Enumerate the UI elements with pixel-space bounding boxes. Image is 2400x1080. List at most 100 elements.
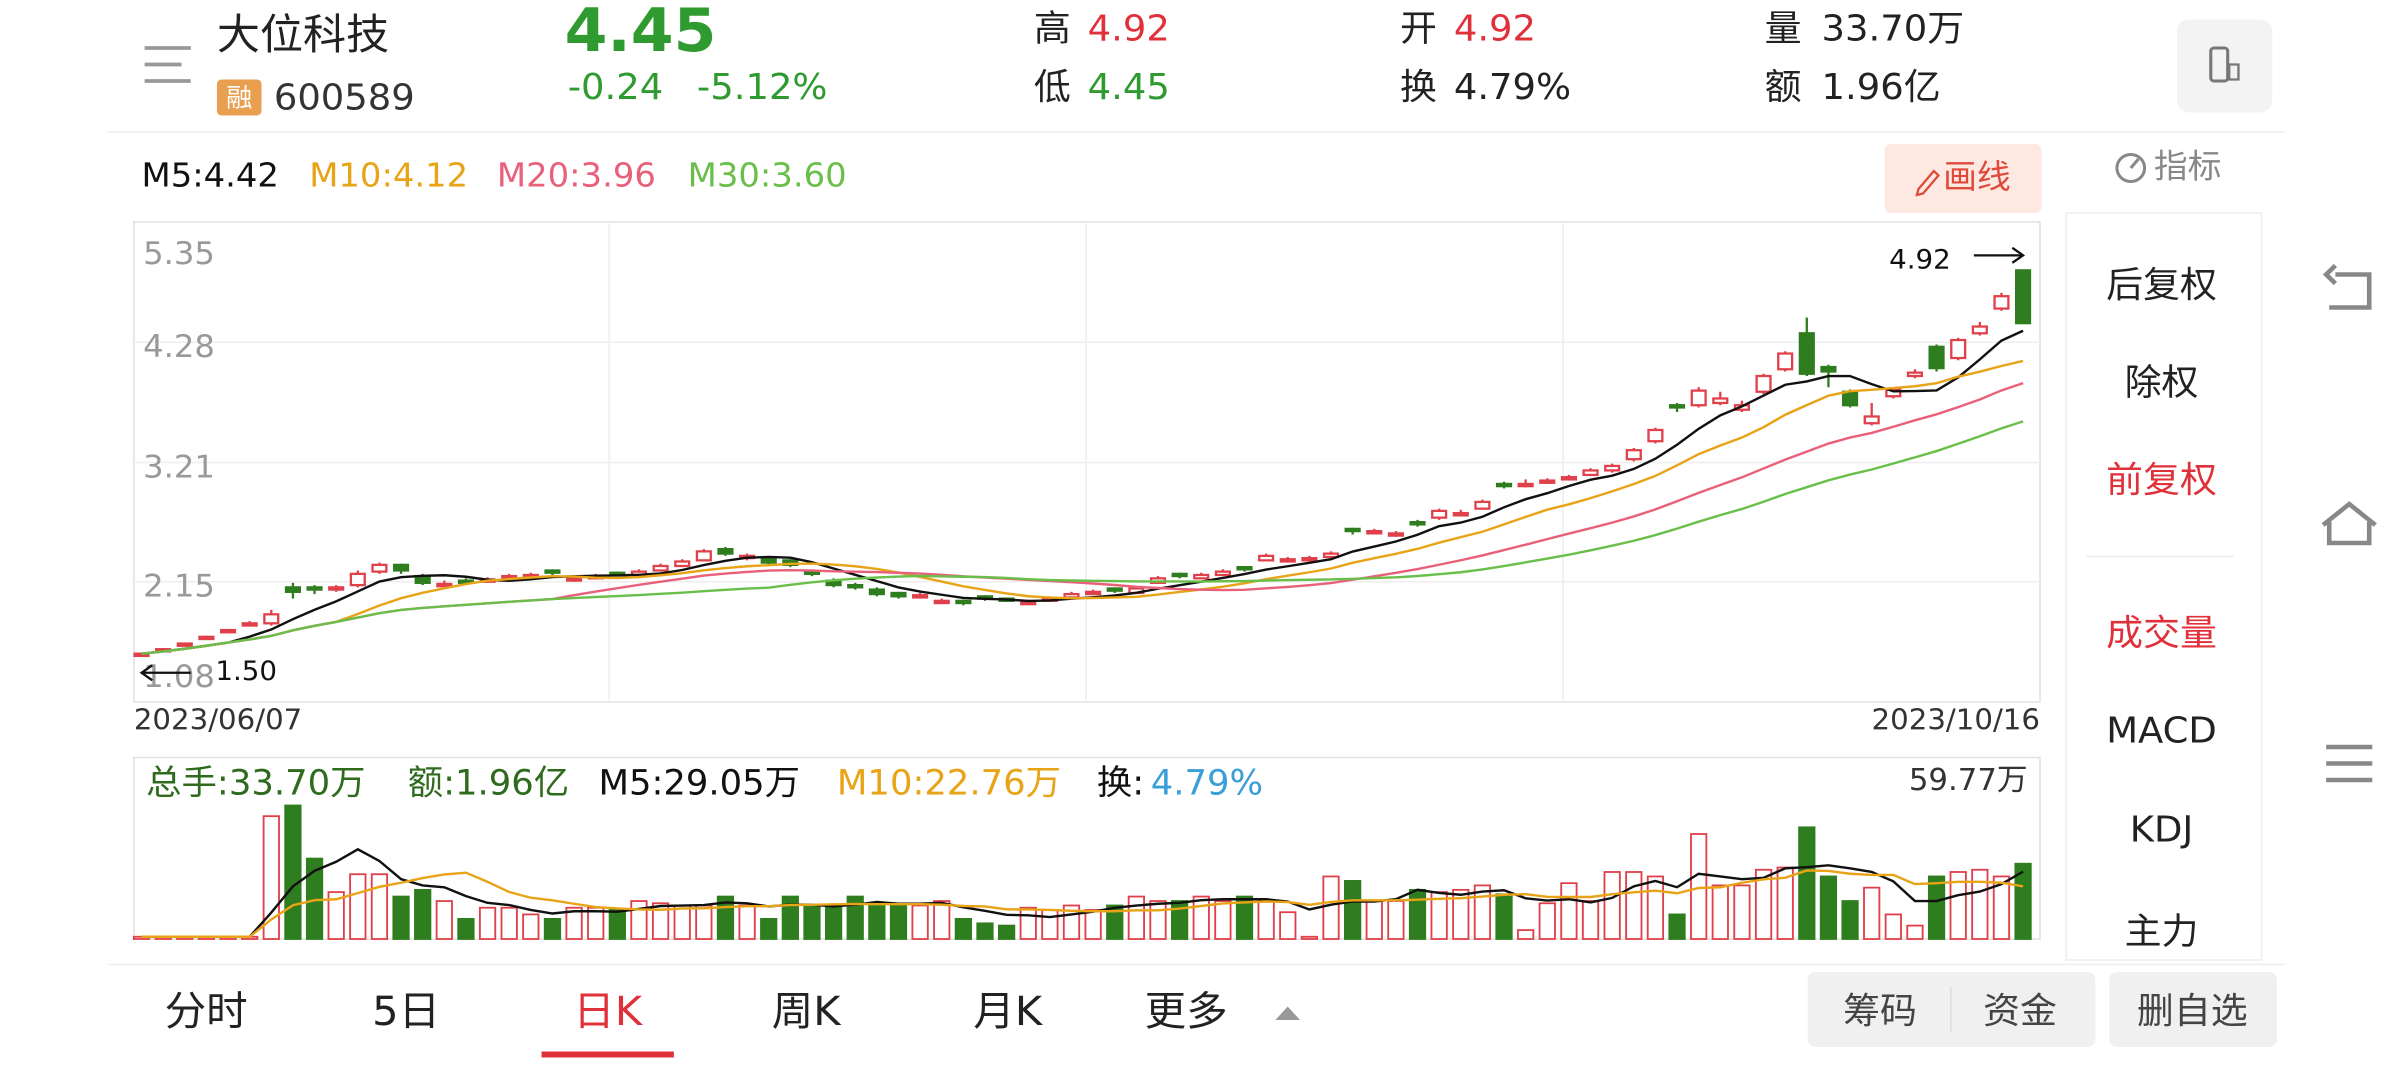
tab-active[interactable]: 日K — [573, 987, 643, 1034]
volume-bar — [1214, 900, 1232, 940]
candle-body — [392, 563, 410, 572]
volume-bar — [1019, 906, 1037, 940]
volume-bar — [608, 909, 626, 940]
volume-bar — [1322, 875, 1340, 940]
y-tick-label: 5.35 — [143, 234, 215, 272]
label: 开 — [1400, 7, 1437, 49]
badge-bg — [216, 79, 262, 116]
volume-bar — [846, 895, 864, 940]
candle-body — [933, 599, 950, 605]
tab[interactable]: 更多 — [1145, 987, 1228, 1034]
menu-item[interactable]: 主力 — [2125, 910, 2199, 952]
volume-bar — [2014, 862, 2032, 940]
volume-bar — [1992, 875, 2011, 940]
volume-bar — [1127, 895, 1145, 940]
volume-legend: M5:29.05万 — [598, 764, 800, 803]
menu-item[interactable]: MACD — [2106, 709, 2217, 751]
menu-item[interactable]: KDJ — [2130, 808, 2194, 850]
candle-body — [371, 563, 388, 573]
ma-legend: M5:4.42 — [142, 156, 279, 195]
button[interactable]: 筹码 — [1843, 989, 1917, 1031]
candle-body — [1993, 295, 2010, 310]
volume-bar — [1473, 884, 1492, 940]
volume-bar — [1257, 900, 1275, 940]
y-tick-label: 3.21 — [143, 448, 215, 486]
nav-icons[interactable] — [2321, 263, 2377, 783]
volume-bar — [1365, 900, 1383, 940]
button[interactable]: 删自选 — [2137, 989, 2248, 1031]
candle-body — [1452, 512, 1469, 517]
candle-body — [328, 586, 345, 591]
menu-item[interactable]: 前复权 — [2106, 458, 2217, 500]
volume-bar — [1863, 886, 1881, 940]
candle-body — [436, 582, 453, 588]
volume-bar — [349, 873, 367, 940]
volume-bar — [1819, 875, 1838, 940]
volume-bar — [1041, 909, 1059, 940]
volume-bar — [695, 904, 713, 940]
candle-body — [306, 586, 323, 591]
candle-body — [890, 591, 907, 598]
candle-body — [457, 579, 475, 584]
tab[interactable]: 5日 — [372, 987, 440, 1034]
candle-body — [1322, 552, 1340, 559]
candle-body — [955, 599, 972, 605]
volume-bar — [781, 895, 799, 940]
volume-bar — [284, 804, 302, 940]
candle-body — [1085, 590, 1102, 596]
volume-bar — [565, 906, 583, 940]
volume-bar — [1603, 871, 1621, 940]
indicator-button[interactable]: 指标 — [2115, 147, 2222, 186]
volume-bar — [1581, 900, 1600, 940]
volume-bar — [1949, 871, 1967, 940]
turnover-label: 换: — [1097, 764, 1144, 803]
turnover: 4.79% — [1151, 764, 1263, 803]
menu-icon[interactable] — [144, 46, 191, 83]
candle-body — [1690, 389, 1707, 407]
volume-bar — [933, 900, 951, 940]
volume-bar — [1884, 913, 1902, 940]
candle-body — [2015, 269, 2032, 325]
value: 4.79% — [1454, 65, 1571, 107]
candle-body — [1301, 556, 1318, 562]
candle-body — [1885, 388, 1902, 398]
volume-bar — [803, 904, 821, 940]
ma-line — [141, 359, 2024, 655]
side-menu: 后复权 除权 前复权 成交量 MACD KDJ 主力 — [2086, 263, 2234, 952]
rotate-button[interactable] — [2176, 19, 2273, 113]
volume-bar — [1711, 884, 1729, 940]
label: 额 — [1765, 65, 1802, 107]
candle-body — [198, 635, 215, 641]
candle-body — [1582, 469, 1599, 477]
volume-bar — [1841, 900, 1859, 940]
candle-body — [760, 556, 777, 564]
x-start: 2023/06/07 — [134, 703, 302, 737]
menu-item[interactable]: 后复权 — [2106, 263, 2217, 305]
volume-bar — [543, 917, 562, 940]
candle-body — [717, 547, 734, 555]
value: 1.96亿 — [1822, 65, 1941, 107]
volume-bar — [1149, 900, 1167, 940]
high-arrowhead — [2011, 246, 2026, 264]
volume-bar — [1387, 900, 1405, 940]
volume-bar — [651, 902, 670, 940]
tab[interactable]: 月K — [973, 987, 1043, 1034]
tab-underline — [541, 1051, 674, 1058]
volume-legend: 额:1.96亿 — [408, 764, 569, 803]
side-panel — [2065, 212, 2263, 961]
indicator-label: 指标 — [2154, 147, 2222, 186]
button-bg — [2109, 972, 2277, 1047]
menu-item[interactable]: 除权 — [2125, 361, 2199, 403]
tab[interactable]: 周K — [772, 987, 842, 1034]
menu-item[interactable]: 成交量 — [2106, 611, 2217, 653]
button[interactable]: 资金 — [1983, 989, 2057, 1031]
candle-body — [219, 628, 237, 634]
volume-bar — [1971, 868, 1989, 940]
candle-body — [1409, 521, 1426, 526]
volume-bar — [1517, 929, 1535, 940]
draw-button[interactable]: 画线 — [1884, 144, 2042, 213]
volume-bar — [630, 900, 648, 940]
tab[interactable]: 分时 — [165, 987, 248, 1034]
candle-body — [1647, 428, 1664, 443]
candle-body — [263, 613, 280, 625]
